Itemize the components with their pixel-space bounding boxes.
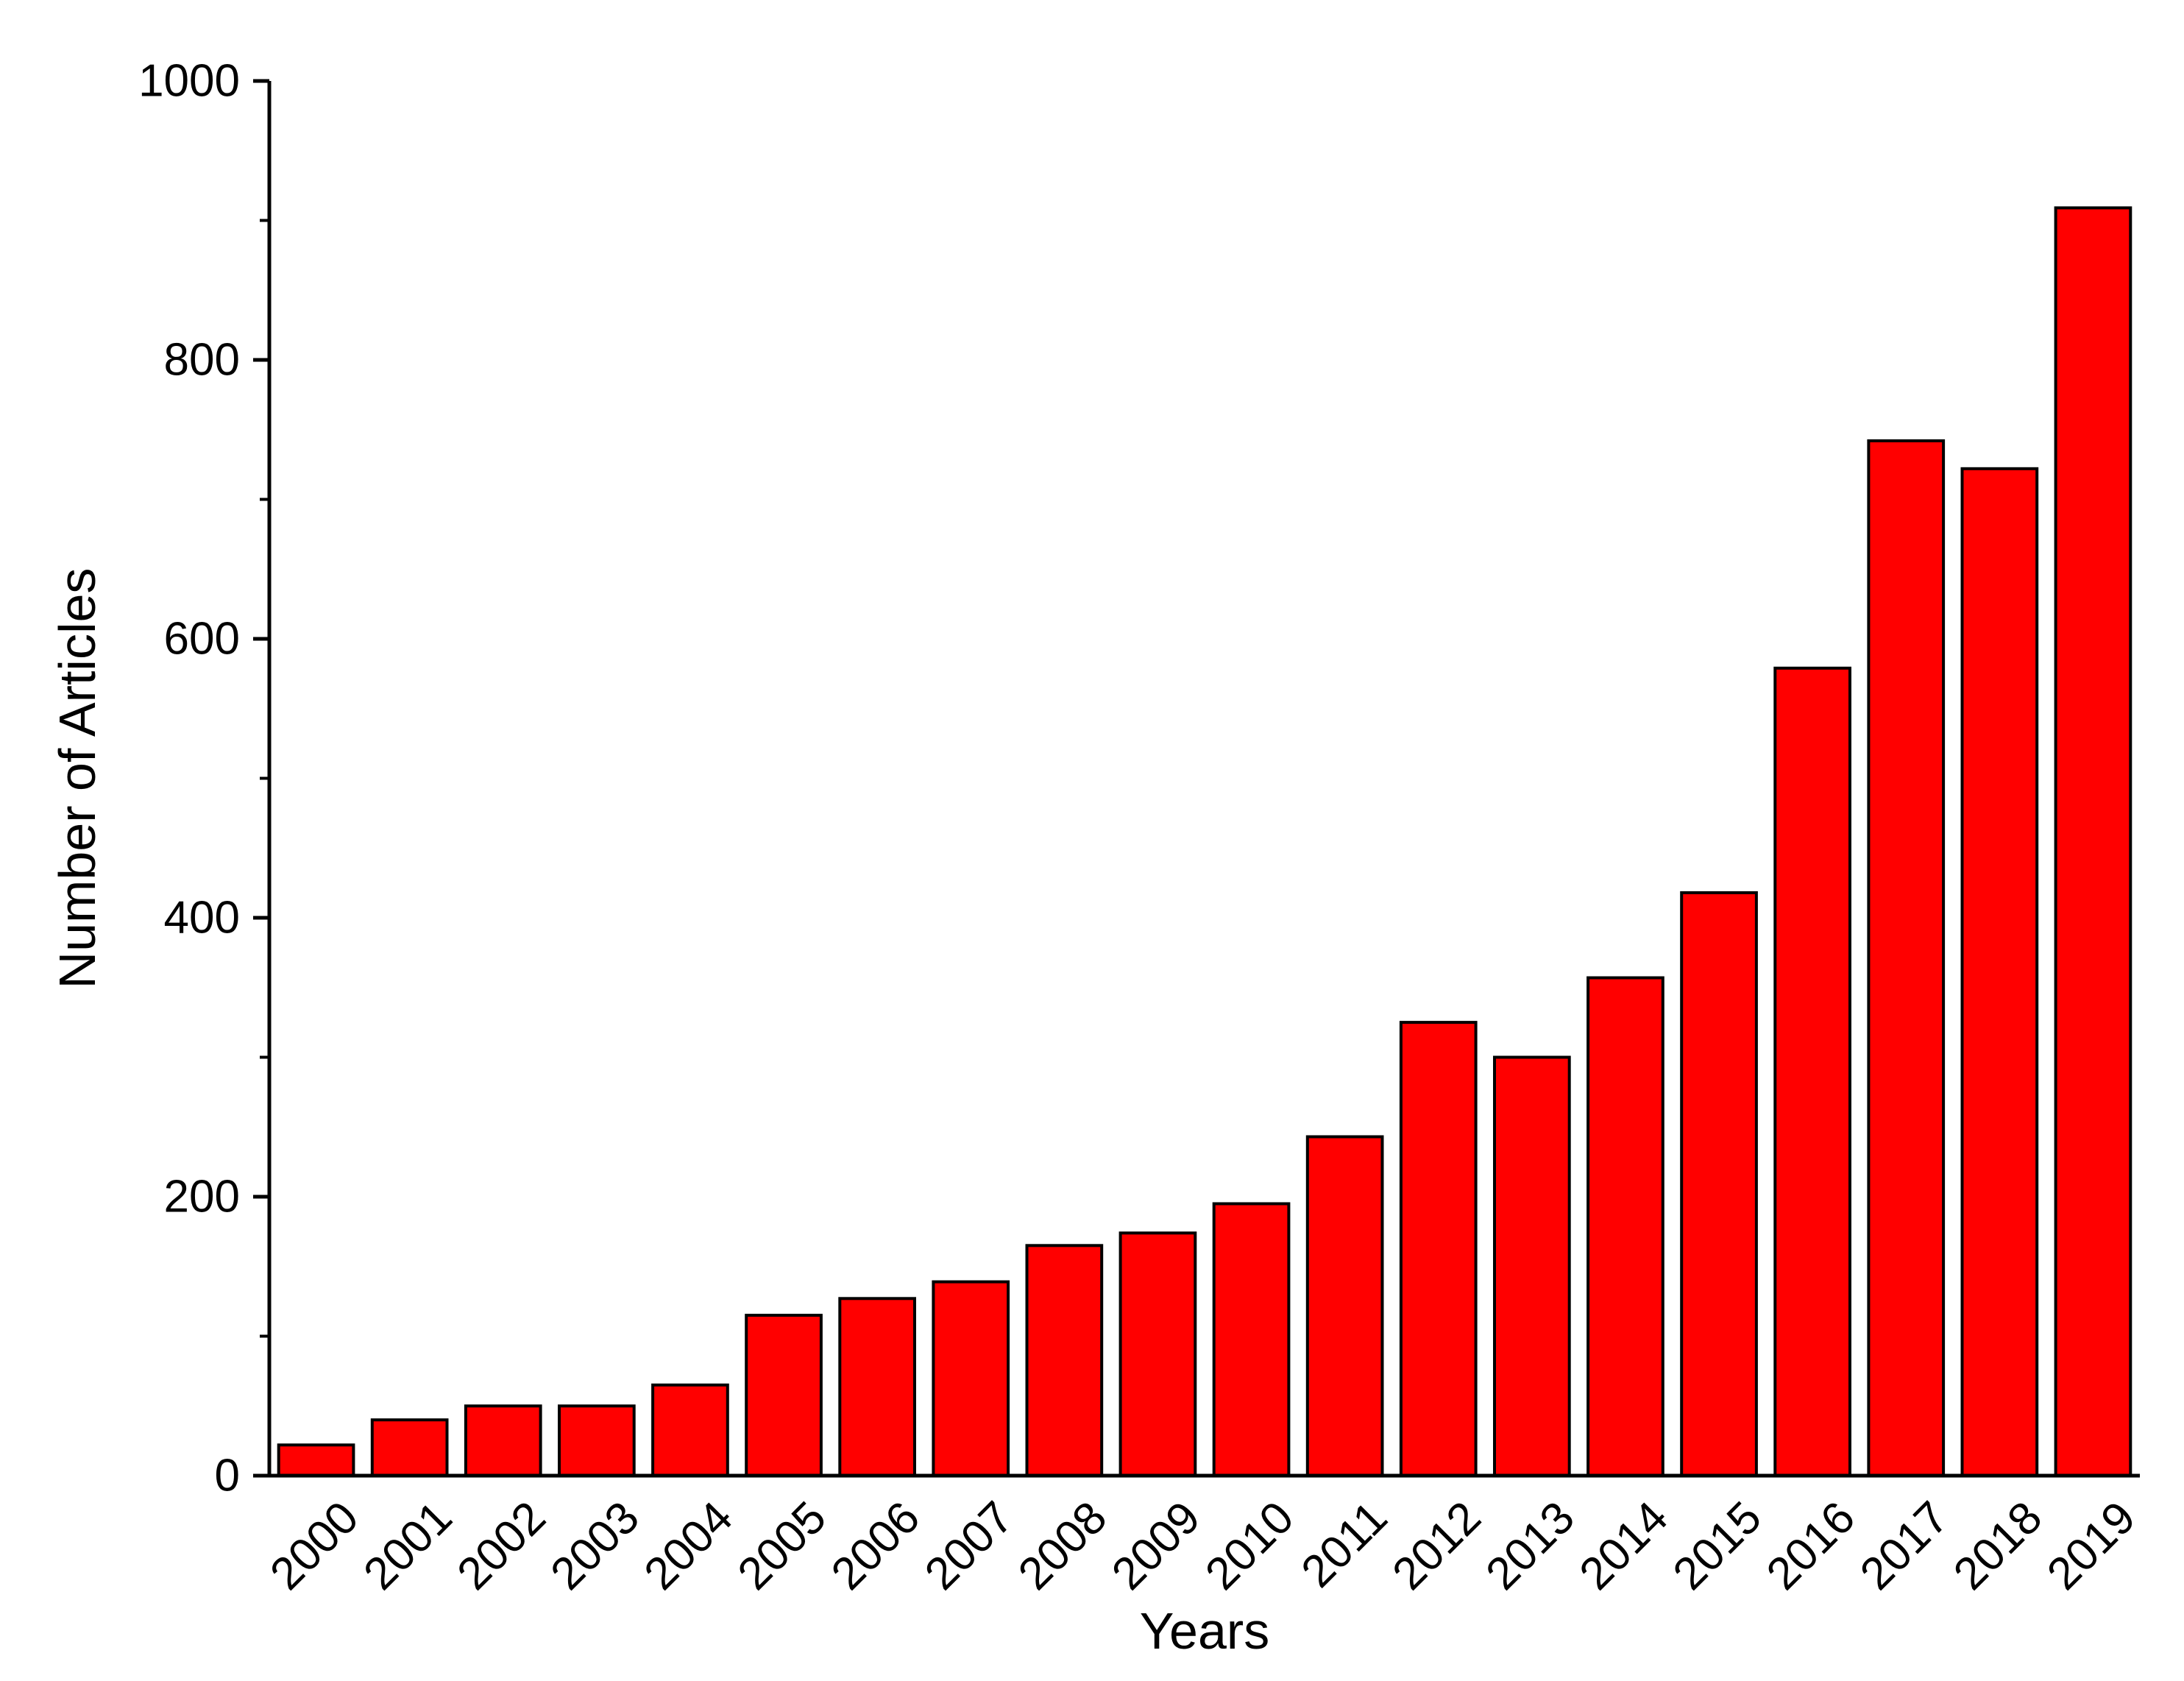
- bar-2004: [651, 1383, 729, 1478]
- x-tick-label: 2018: [1944, 1492, 2052, 1599]
- bar-2015: [1680, 891, 1758, 1477]
- bar-2017: [1867, 439, 1946, 1477]
- x-tick-label: 2002: [447, 1492, 555, 1599]
- bar-2005: [745, 1314, 823, 1477]
- bar-2011: [1305, 1135, 1384, 1477]
- bar-2000: [277, 1443, 355, 1478]
- bar-2019: [2054, 206, 2132, 1477]
- bars-group: [277, 206, 2132, 1478]
- x-tick-label: 2016: [1757, 1492, 1865, 1599]
- axes-group: [267, 81, 2140, 1478]
- bar-2003: [558, 1404, 636, 1478]
- bar-2008: [1025, 1244, 1104, 1478]
- y-ticks-group: 0 200 400 600 800 1000: [138, 56, 269, 1501]
- y-tick-label: 400: [164, 893, 240, 944]
- bar-2014: [1586, 976, 1664, 1477]
- bar-2018: [1960, 467, 2039, 1477]
- y-tick-label: 200: [164, 1172, 240, 1222]
- x-tick-label: 2005: [728, 1492, 836, 1599]
- bar-2001: [370, 1418, 449, 1477]
- x-tick-label: 2017: [1851, 1492, 1958, 1599]
- bar-2010: [1212, 1202, 1291, 1477]
- x-tick-label: 2007: [915, 1492, 1023, 1599]
- y-tick-label: 600: [164, 614, 240, 665]
- bar-2007: [932, 1280, 1010, 1477]
- x-tick-label: 2008: [1009, 1492, 1116, 1599]
- x-tick-label: 2004: [635, 1492, 742, 1599]
- bar-2016: [1773, 666, 1852, 1477]
- y-tick-label: 800: [164, 335, 240, 386]
- bar-2002: [464, 1404, 542, 1478]
- y-tick-label: 0: [215, 1451, 240, 1501]
- bar-2006: [838, 1297, 917, 1478]
- x-tick-label: 2012: [1383, 1492, 1490, 1599]
- x-tick-label: 2015: [1664, 1492, 1771, 1599]
- x-tick-label: 2010: [1196, 1492, 1303, 1599]
- x-tick-label: 2011: [1292, 1492, 1397, 1597]
- x-tick-label: 2003: [542, 1492, 649, 1599]
- bar-2009: [1118, 1231, 1197, 1478]
- x-tick-label: 2001: [354, 1492, 461, 1599]
- y-axis-title: Number of Articles: [49, 568, 106, 989]
- x-tick-label: 2009: [1102, 1492, 1210, 1599]
- x-tick-label: 2019: [2038, 1492, 2145, 1599]
- x-tick-label: 2006: [822, 1492, 929, 1599]
- x-axis-title: Years: [1140, 1602, 1269, 1660]
- x-tick-label: 2000: [260, 1492, 368, 1599]
- x-tick-label: 2014: [1570, 1492, 1678, 1599]
- x-tick-label: 2013: [1477, 1492, 1584, 1599]
- bar-2013: [1493, 1055, 1571, 1477]
- x-ticks-group: 2000200120022003200420052006200720082009…: [260, 1492, 2145, 1599]
- y-tick-label: 1000: [138, 56, 240, 107]
- bar-2012: [1399, 1021, 1478, 1477]
